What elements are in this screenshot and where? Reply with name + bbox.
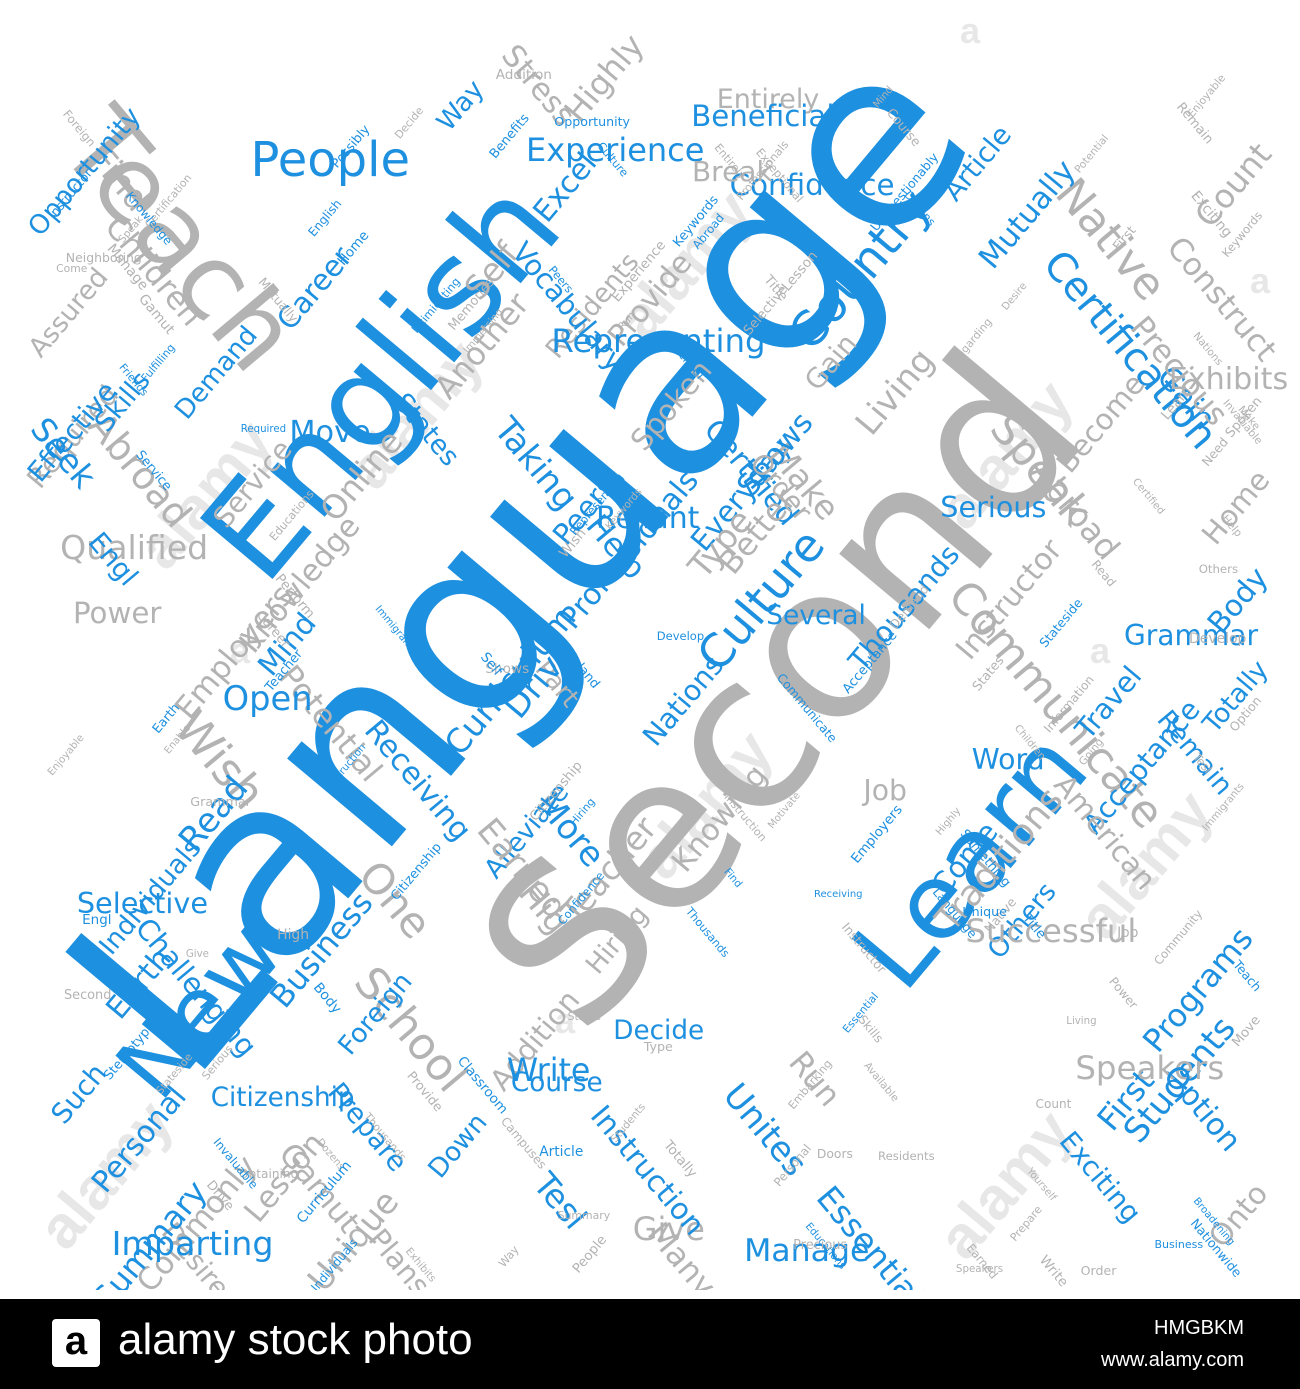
cloud-word: Power — [72, 595, 162, 630]
cloud-word: Successful — [965, 912, 1137, 951]
cloud-word: Shows — [485, 660, 530, 677]
cloud-word: People — [569, 1232, 610, 1277]
cloud-word: Manage — [744, 1232, 870, 1269]
cloud-word: Several — [766, 599, 866, 631]
cloud-word: Business — [1154, 1238, 1204, 1252]
cloud-word: Imparting — [111, 1224, 274, 1264]
cloud-word: Qualified — [60, 528, 209, 568]
cloud-word: Fulfilling — [138, 341, 178, 385]
cloud-word: Certified — [1129, 476, 1167, 517]
cloud-word: Develop — [656, 628, 705, 643]
cloud-word: Potential — [1072, 132, 1112, 176]
cloud-word: Grammar — [190, 794, 252, 810]
cloud-word: Confidence — [729, 167, 895, 202]
cloud-word: Enjoyable — [44, 731, 87, 778]
cloud-word: Speakers — [1075, 1048, 1225, 1087]
alamy-logo-icon: a — [52, 1319, 100, 1367]
cloud-word: Doors — [816, 1147, 853, 1162]
cloud-word: English — [305, 196, 345, 240]
cloud-word: Develop — [1189, 631, 1247, 648]
cloud-word: Type — [643, 1038, 673, 1054]
cloud-word: Selective — [76, 885, 209, 920]
cloud-word: People — [250, 132, 410, 188]
cloud-word: Job — [863, 774, 907, 808]
cloud-word: Serious — [940, 490, 1047, 525]
watermark-logo: a — [1090, 630, 1111, 671]
cloud-word: Living — [1066, 1015, 1097, 1027]
cloud-word: Prepare — [1007, 1202, 1045, 1244]
cloud-word: Way — [496, 1243, 522, 1271]
cloud-word: Open — [222, 679, 313, 719]
cloud-word: Way — [431, 74, 491, 137]
cloud-word: Move — [1229, 1013, 1264, 1051]
cloud-word: Available — [860, 1060, 901, 1105]
cloud-word: Experience — [526, 131, 705, 169]
cloud-word: Teach — [1230, 957, 1265, 995]
cloud-word: Power — [1106, 974, 1141, 1013]
cloud-word: Write — [1035, 1252, 1071, 1290]
cloud-word: Unique — [962, 903, 1007, 919]
cloud-word: Read — [1088, 557, 1119, 590]
stock-footer: a alamy stock photo HMGBKM www.alamy.com — [0, 1299, 1300, 1389]
image-id: HMGBKM — [1154, 1317, 1244, 1339]
cloud-word: Desire — [1000, 280, 1030, 313]
cloud-word: Second — [63, 988, 112, 1004]
cloud-word: Write — [506, 1053, 591, 1090]
cloud-word: Count — [1035, 1096, 1072, 1111]
cloud-word: Exhibits — [1168, 361, 1289, 397]
cloud-word: Article — [539, 1143, 584, 1160]
cloud-word: Yourself — [1024, 1165, 1059, 1204]
watermark-logo: a — [1250, 260, 1271, 301]
cloud-word: Citizenship — [210, 1082, 355, 1113]
cloud-word: Obtaining — [238, 1166, 299, 1181]
watermark: alamy — [924, 1097, 1086, 1272]
cloud-word: Addition — [495, 67, 552, 84]
cloud-word: Representing — [551, 322, 766, 361]
cloud-word: Stateside — [1035, 595, 1086, 651]
cloud-word: Exciting — [1052, 1125, 1147, 1230]
cloud-word: Give — [632, 1209, 705, 1248]
cloud-word: Reliant — [595, 501, 700, 537]
word-cloud: alamy alamy alamy alamy alamy alamy alam… — [12, 0, 1289, 1290]
alamy-logo-letter: a — [64, 1319, 88, 1363]
cloud-word: Personal — [84, 1079, 194, 1200]
cloud-word: Move — [289, 415, 371, 451]
cloud-word: Residents — [878, 1149, 935, 1164]
cloud-word: Break — [691, 154, 773, 188]
cloud-word: Grammar — [1123, 618, 1259, 652]
cloud-word: Beneficial — [691, 99, 835, 134]
cloud-word: Down — [422, 1107, 494, 1184]
cloud-word: Summary — [557, 1209, 611, 1223]
watermark-logo: a — [960, 10, 981, 51]
cloud-word: Order — [1080, 1263, 1117, 1279]
cloud-word: Come — [56, 262, 88, 276]
cloud-word: Precious — [793, 1237, 848, 1253]
cloud-word: Assured — [22, 262, 115, 364]
cloud-word: Entirely — [716, 83, 820, 115]
brand-text: alamy stock photo — [118, 1315, 473, 1364]
cloud-word: Job — [1117, 925, 1139, 942]
cloud-word: Give — [185, 949, 209, 961]
cloud-word: Community — [1151, 906, 1206, 968]
cloud-word: Neighboring — [65, 249, 142, 265]
cloud-word: Opportunity — [554, 114, 631, 130]
cloud-word: Engl — [82, 912, 112, 929]
cloud-word: Decide — [613, 1015, 705, 1046]
cloud-word: Decide — [392, 104, 427, 142]
cloud-word: Others — [1198, 561, 1239, 576]
site-url: www.alamy.com — [1101, 1349, 1244, 1371]
cloud-word: Speakers — [955, 1263, 1004, 1276]
cloud-word: Course — [510, 1067, 603, 1098]
cloud-word: Word — [971, 743, 1045, 777]
cloud-word: Such — [44, 1056, 114, 1131]
cloud-word: Earned — [963, 1241, 1001, 1282]
cloud-word: Required — [240, 424, 287, 436]
cloud-word: Tesl — [525, 1165, 595, 1237]
cloud-word: Stress — [567, 1009, 601, 1023]
cloud-word: Receiving — [814, 889, 863, 901]
cloud-word: High — [277, 926, 310, 943]
